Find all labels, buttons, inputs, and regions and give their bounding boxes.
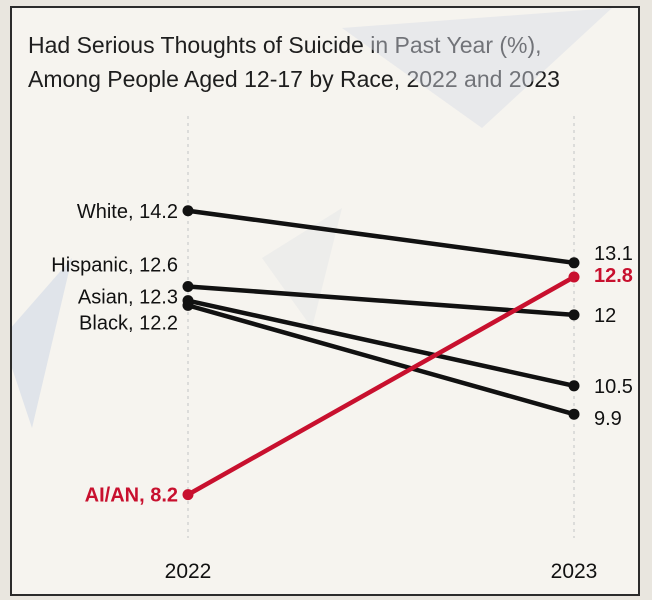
x-tick-label: 2022 bbox=[165, 560, 212, 583]
series-line-asian bbox=[185, 298, 577, 389]
data-point-2023 bbox=[568, 257, 580, 269]
watermark-shape bbox=[12, 258, 72, 428]
data-point-2022 bbox=[182, 205, 194, 217]
chart-title-line-2: Among People Aged 12-17 by Race, 2022 an… bbox=[28, 66, 560, 92]
series-lines bbox=[182, 205, 580, 501]
year-axes: 2022 2023 bbox=[165, 116, 598, 583]
data-point-2023 bbox=[568, 408, 580, 420]
chart-title-line-1: Had Serious Thoughts of Suicide in Past … bbox=[28, 32, 542, 58]
start-label: Black, 12.2 bbox=[79, 312, 178, 334]
start-label: White, 14.2 bbox=[77, 201, 178, 223]
background-watermark bbox=[12, 8, 612, 428]
series-line-aian bbox=[185, 274, 577, 497]
start-label: Asian, 12.3 bbox=[78, 287, 178, 309]
series-labels: White, 14.2 13.1 Hispanic, 12.6 12 Asian, 12… bbox=[51, 201, 633, 507]
series-line-black bbox=[185, 303, 577, 417]
end-label: 10.5 bbox=[594, 376, 633, 398]
data-point-2023 bbox=[568, 271, 580, 283]
end-label: 9.9 bbox=[594, 408, 622, 430]
x-tick-label: 2023 bbox=[551, 560, 598, 583]
watermark-shape bbox=[262, 208, 342, 328]
data-point-2022 bbox=[182, 299, 194, 311]
start-label: AI/AN, 8.2 bbox=[85, 485, 178, 507]
series-line-hispanic bbox=[185, 284, 577, 318]
watermark-shape bbox=[342, 8, 612, 128]
data-point-2023 bbox=[568, 309, 580, 321]
data-point-2022 bbox=[182, 489, 194, 501]
chart-title: Had Serious Thoughts of Suicide in Past … bbox=[28, 28, 560, 96]
end-label: 13.1 bbox=[594, 243, 633, 265]
end-label: 12.8 bbox=[594, 265, 633, 287]
start-label: Hispanic, 12.6 bbox=[51, 254, 178, 276]
slope-chart: 2022 2023 White, 14.2 13.1 Hispanic, 12.6 12… bbox=[12, 8, 633, 583]
series-line-white bbox=[185, 208, 577, 266]
end-label: 12 bbox=[594, 305, 616, 327]
data-point-2023 bbox=[568, 380, 580, 392]
data-point-2022 bbox=[182, 280, 194, 292]
chart-frame: Had Serious Thoughts of Suicide in Past … bbox=[10, 6, 640, 596]
